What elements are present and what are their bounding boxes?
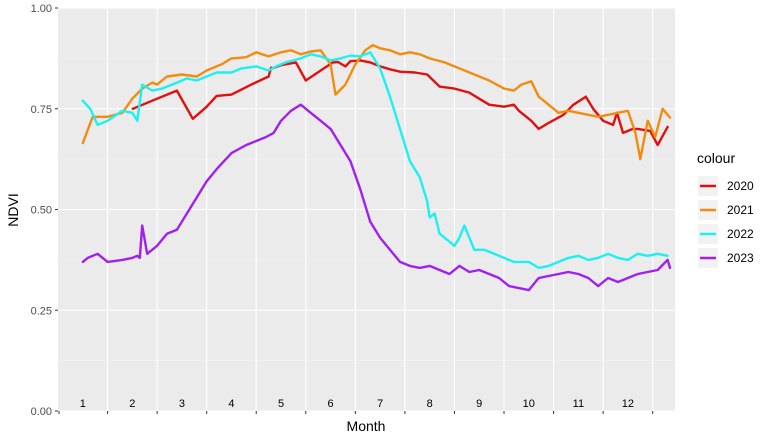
month-label: 7 (377, 398, 383, 410)
series-line-2022 (81, 51, 669, 270)
month-label: 2 (129, 398, 135, 410)
legend: colour 2020 2021 2022 2023 (697, 150, 754, 268)
series-line-2021 (81, 43, 672, 161)
month-label: 11 (573, 398, 584, 410)
month-labels: 1 2 3 4 5 6 7 8 9 10 11 12 (80, 398, 634, 410)
month-label: 10 (523, 398, 535, 410)
month-label: 8 (427, 398, 433, 410)
legend-label-2020: 2020 (727, 179, 754, 193)
y-tick-label: 0.75 (31, 104, 52, 116)
series-line-2020 (131, 59, 669, 147)
y-tick-label: 0.00 (31, 406, 52, 418)
y-tick-label: 0.25 (31, 305, 52, 317)
x-axis (58, 411, 654, 414)
x-axis-title: Month (347, 418, 386, 434)
minor-gridlines (58, 58, 675, 361)
y-tick-label: 1.00 (31, 3, 52, 15)
month-label: 12 (622, 398, 634, 410)
month-label: 1 (80, 398, 86, 410)
month-label: 4 (228, 398, 234, 410)
legend-title: colour (697, 150, 735, 166)
legend-label-2022: 2022 (727, 227, 754, 241)
series-lines (81, 43, 672, 292)
series-line-2023 (81, 103, 672, 292)
y-axis-title: NDVI (5, 193, 21, 226)
month-label: 3 (179, 398, 185, 410)
major-gridlines (58, 7, 675, 412)
month-label: 6 (328, 398, 334, 410)
month-label: 9 (476, 398, 482, 410)
legend-label-2023: 2023 (727, 251, 754, 265)
y-tick-label: 0.50 (31, 205, 52, 217)
month-label: 5 (278, 398, 284, 410)
legend-label-2021: 2021 (727, 203, 754, 217)
y-axis: 0.00 0.25 0.50 0.75 1.00 (31, 3, 58, 418)
